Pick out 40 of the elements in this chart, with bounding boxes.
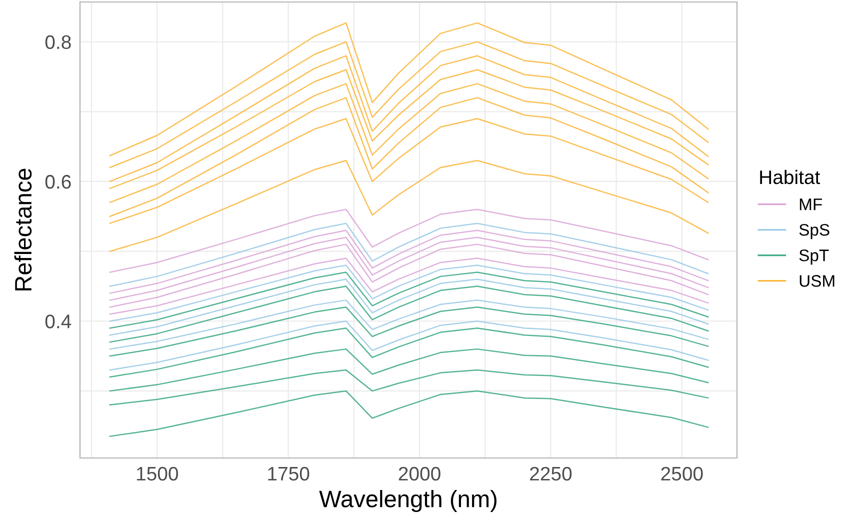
- line-series: [109, 83, 709, 204]
- line-series: [109, 286, 709, 343]
- line-series: [109, 97, 709, 218]
- x-tick-label: 2250: [530, 466, 572, 481]
- line-series: [109, 327, 709, 378]
- line-series: [109, 320, 709, 371]
- x-tick-label: 1500: [136, 466, 178, 481]
- legend-label: USM: [800, 275, 834, 287]
- line-series: [109, 22, 709, 156]
- legend-label: SpT: [799, 250, 829, 265]
- line-series: [109, 272, 709, 329]
- y-tick-label: 0.8: [45, 35, 71, 50]
- line-series: [109, 258, 709, 315]
- line-series: [109, 230, 709, 294]
- line-series: [109, 369, 709, 406]
- line-series: [109, 348, 709, 392]
- legend-label: MF: [800, 198, 822, 210]
- x-axis-title: Wavelength (nm): [319, 490, 496, 512]
- x-tick-label: 1750: [268, 466, 310, 481]
- line-series: [109, 69, 709, 190]
- line-series: [109, 55, 709, 182]
- x-tick-label: 2000: [398, 466, 440, 481]
- line-series: [109, 306, 709, 357]
- line-series: [109, 390, 709, 437]
- x-tick-label: 2500: [661, 466, 703, 481]
- line-series: [109, 300, 709, 350]
- line-series: [109, 278, 709, 336]
- legend-label: SpS: [799, 224, 830, 240]
- line-series: [109, 236, 709, 301]
- legend-title: Habitat: [760, 170, 820, 184]
- y-tick-label: 0.6: [45, 174, 71, 189]
- line-series: [109, 244, 709, 308]
- line-series: [109, 208, 709, 273]
- line-series: [109, 41, 709, 168]
- line-series: [109, 222, 709, 287]
- y-tick-label: 0.4: [45, 314, 72, 328]
- line-series: [109, 160, 709, 252]
- line-series: [109, 264, 709, 322]
- y-axis-title: Reflectance: [14, 168, 32, 290]
- line-series: [109, 118, 709, 224]
